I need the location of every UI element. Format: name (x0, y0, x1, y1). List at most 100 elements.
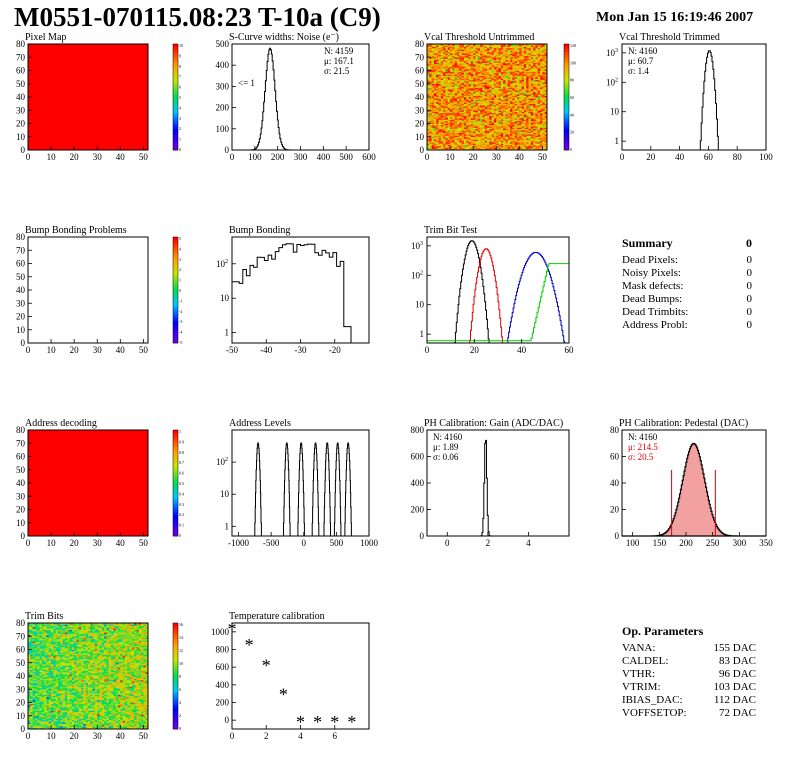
heatmap-cell (440, 93, 444, 95)
heatmap-cell (470, 49, 474, 51)
heatmap-cell (493, 44, 497, 46)
heatmap-cell (459, 79, 462, 82)
heatmap-cell (468, 103, 472, 106)
heatmap-cell (503, 73, 506, 75)
heatmap-cell (475, 94, 479, 96)
heatmap-cell (526, 57, 529, 59)
heatmap-cell (459, 116, 462, 119)
heatmap-cell (473, 98, 476, 100)
heatmap-cell (523, 85, 527, 87)
heatmap-cell (489, 130, 492, 132)
palette-swatch (173, 332, 178, 336)
heatmap-cell (461, 116, 465, 119)
heatmap-cell (440, 90, 444, 93)
heatmap-cell (533, 98, 536, 100)
heatmap-cell (526, 136, 529, 139)
heatmap-cell (427, 139, 430, 142)
heatmap-cell (500, 86, 504, 89)
heatmap-cell (475, 139, 479, 142)
heatmap-cell (487, 83, 490, 86)
heatmap-cell (433, 86, 437, 89)
heatmap-cell (468, 100, 472, 103)
heatmap-cell (500, 114, 504, 116)
heatmap-cell (457, 63, 460, 66)
heatmap-cell (482, 71, 485, 74)
heatmap-cell (507, 142, 511, 144)
palette-swatch (564, 136, 569, 140)
heatmap-cell (544, 103, 548, 106)
heatmap-cell (475, 81, 479, 83)
heatmap-cell (498, 103, 502, 106)
heatmap-cell (445, 94, 449, 96)
heatmap-cell (523, 87, 527, 90)
heatmap-cell (542, 148, 545, 151)
heatmap-cell (473, 51, 476, 54)
heatmap-cell (454, 63, 458, 66)
heatmap-cell (523, 122, 527, 124)
palette-swatch (564, 126, 569, 130)
heatmap-cell (443, 130, 446, 132)
heatmap-cell (482, 144, 485, 147)
heatmap-cell (540, 130, 543, 132)
heatmap-cell (30, 694, 33, 697)
palette-swatch (173, 290, 178, 294)
heatmap-cell (466, 143, 469, 146)
heatmap-cell (530, 118, 534, 120)
heatmap-cell (537, 79, 541, 82)
heatmap-cell (427, 122, 430, 124)
heatmap-cell (28, 713, 31, 715)
heatmap-cell (530, 83, 534, 86)
heatmap-cell (443, 49, 446, 51)
heatmap-cell (512, 115, 515, 118)
y-tick-label: 70 (16, 245, 26, 255)
heatmap-cell (535, 110, 539, 112)
heatmap-cell (512, 79, 515, 82)
heatmap-cell (431, 95, 435, 98)
heatmap-cell (461, 134, 465, 136)
heatmap-cell (480, 73, 483, 75)
heatmap-cell (512, 58, 515, 61)
heatmap-cell (468, 132, 472, 135)
heatmap-cell (459, 63, 462, 66)
heatmap-cell (487, 51, 490, 54)
heatmap-cell (496, 138, 499, 140)
heatmap-cell (530, 110, 534, 112)
heatmap-cell (450, 70, 453, 73)
heatmap-cell (493, 51, 497, 54)
heatmap-cell (440, 118, 444, 120)
heatmap-cell (507, 61, 511, 63)
heatmap-cell (427, 77, 430, 79)
heatmap-cell (477, 79, 481, 82)
palette-swatch (564, 57, 569, 61)
heatmap-cell (498, 138, 502, 140)
heatmap-cell (496, 91, 499, 94)
heatmap-cell (535, 107, 539, 110)
heatmap-cell (482, 110, 485, 112)
heatmap-cell (443, 86, 446, 89)
heatmap-cell (482, 95, 485, 98)
palette-swatch (173, 279, 178, 283)
palette-swatch (173, 448, 178, 452)
heatmap-cell (535, 70, 539, 73)
heatmap-cell (477, 85, 481, 87)
stats-line: μ: 214.5 (628, 442, 658, 452)
heatmap-cell (544, 91, 548, 94)
heatmap-cell (438, 127, 442, 130)
heatmap-cell (517, 79, 520, 82)
heatmap-cell (496, 114, 499, 116)
heatmap-cell (521, 63, 525, 66)
heatmap-cell (436, 146, 439, 148)
heatmap-cell (459, 138, 462, 140)
heatmap-cell (34, 707, 38, 710)
heatmap-cell (482, 90, 485, 93)
heatmap-cell (459, 111, 462, 114)
heatmap-cell (530, 138, 534, 140)
heatmap-cell (510, 127, 513, 130)
heatmap-cell (517, 118, 520, 120)
heatmap-cell (427, 134, 430, 136)
heatmap-cell (454, 85, 458, 87)
heatmap-cell (427, 106, 430, 108)
heatmap-cell (480, 81, 483, 83)
heatmap-cell (542, 135, 545, 138)
